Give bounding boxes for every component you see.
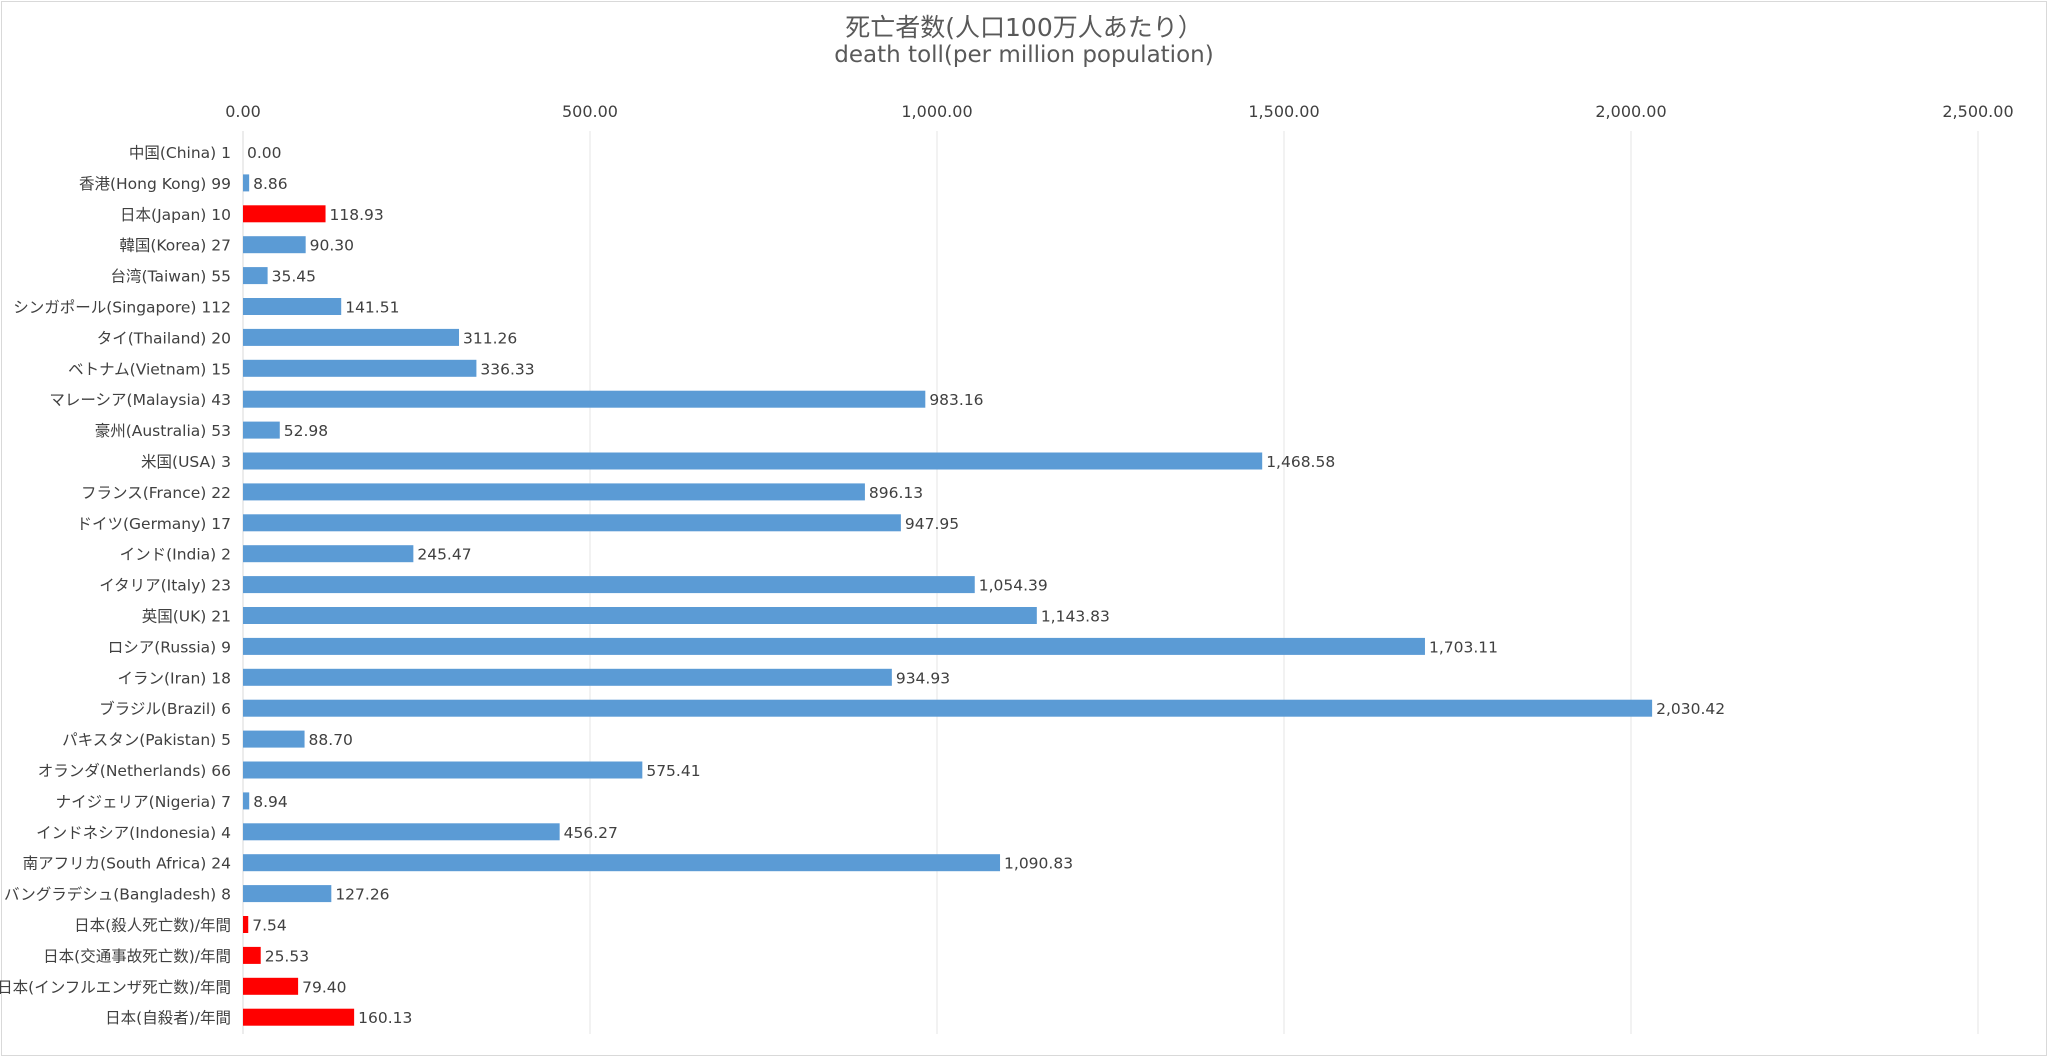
bar: [243, 359, 477, 377]
bar: [243, 390, 926, 408]
data-label: 245.47: [417, 546, 471, 564]
category-label: 日本(自殺者)/年間: [105, 1009, 231, 1027]
bar: [243, 545, 414, 563]
data-label: 1,143.83: [1041, 608, 1110, 626]
data-label: 25.53: [265, 947, 309, 965]
category-label: 香港(Hong Kong) 99: [79, 175, 231, 193]
category-label: マレーシア(Malaysia) 43: [49, 391, 231, 409]
bar: [243, 483, 865, 501]
data-label: 1,054.39: [979, 577, 1048, 595]
data-label: 90.30: [310, 237, 354, 255]
data-label: 983.16: [929, 391, 983, 409]
x-tick-label: 500.00: [562, 102, 618, 121]
data-label: 88.70: [309, 731, 353, 749]
category-label: 日本(殺人死亡数)/年間: [74, 917, 231, 935]
bar: [243, 267, 268, 285]
category-label: 日本(交通事故死亡数)/年間: [43, 947, 231, 965]
category-label: シンガポール(Singapore) 112: [13, 299, 231, 317]
data-label: 35.45: [272, 268, 316, 286]
bar: [243, 298, 342, 315]
bar: [243, 946, 261, 964]
data-label: 1,468.58: [1266, 453, 1335, 471]
bar: [243, 916, 249, 933]
category-label: ドイツ(Germany) 17: [77, 515, 232, 533]
data-label: 0.00: [247, 144, 282, 162]
bar: [243, 607, 1037, 624]
data-label: 8.86: [253, 175, 288, 193]
x-tick-label: 1,500.00: [1248, 102, 1319, 121]
chart-subtitle: death toll(per million population): [834, 42, 1214, 68]
bar: [243, 205, 326, 223]
data-label: 2,030.42: [1656, 700, 1725, 718]
category-label: 韓国(Korea) 27: [119, 237, 231, 255]
data-label: 127.26: [335, 886, 389, 904]
data-label: 79.40: [302, 978, 346, 996]
data-label: 141.51: [345, 299, 399, 317]
bar: [243, 637, 1425, 655]
category-label: 豪州(Australia) 53: [95, 421, 231, 440]
bar: [243, 823, 560, 841]
data-label: 7.54: [252, 917, 287, 935]
category-label: インド(India) 2: [120, 546, 231, 564]
bar: [243, 576, 975, 594]
category-label: 日本(インフルエンザ死亡数)/年間: [0, 978, 231, 996]
bar: [243, 854, 1001, 872]
data-label: 934.93: [896, 669, 950, 687]
data-label: 896.13: [869, 484, 923, 502]
data-label: 336.33: [480, 360, 534, 378]
data-label: 947.95: [905, 515, 959, 533]
data-label: 456.27: [564, 824, 618, 842]
category-label: イタリア(Italy) 23: [99, 577, 231, 595]
data-label: 52.98: [284, 422, 328, 440]
category-label: 中国(China) 1: [129, 144, 231, 162]
data-label: 8.94: [253, 793, 288, 811]
category-label: ベトナム(Vietnam) 15: [68, 360, 231, 378]
x-tick-label: 2,500.00: [1942, 102, 2013, 121]
category-label: オランダ(Netherlands) 66: [38, 762, 231, 780]
category-label: 南アフリカ(South Africa) 24: [23, 855, 231, 873]
bar: [243, 699, 1653, 717]
category-label: バングラデシュ(Bangladesh) 8: [4, 885, 231, 904]
data-label: 1,703.11: [1429, 638, 1498, 656]
bar: [243, 452, 1263, 470]
bar: [243, 328, 460, 346]
x-tick-label: 0.00: [225, 102, 261, 121]
data-label: 160.13: [358, 1009, 412, 1027]
category-label: ナイジェリア(Nigeria) 7: [56, 793, 231, 811]
bar: [243, 792, 250, 810]
category-label: ブラジル(Brazil) 6: [99, 699, 231, 718]
x-tick-label: 1,000.00: [901, 102, 972, 121]
category-label: 英国(UK) 21: [142, 608, 231, 626]
data-label: 311.26: [463, 329, 517, 347]
data-label: 1,090.83: [1004, 855, 1073, 873]
category-label: イラン(Iran) 18: [117, 669, 231, 687]
category-label: パキスタン(Pakistan) 5: [62, 731, 231, 749]
bar: [243, 977, 299, 995]
bar: [243, 236, 306, 254]
category-label: インドネシア(Indonesia) 4: [36, 824, 231, 842]
category-label: 日本(Japan) 10: [120, 206, 231, 224]
bar: [243, 1008, 355, 1026]
category-label: 米国(USA) 3: [141, 453, 231, 471]
bar: [243, 730, 305, 748]
bar: [243, 885, 332, 903]
category-label: タイ(Thailand) 20: [97, 329, 231, 347]
bar: [243, 421, 280, 439]
category-label: 台湾(Taiwan) 55: [111, 268, 231, 286]
x-tick-label: 2,000.00: [1595, 102, 1666, 121]
bar: [243, 761, 643, 779]
bar: [243, 668, 892, 686]
data-label: 575.41: [646, 762, 700, 780]
category-label: フランス(France) 22: [81, 484, 231, 502]
category-label: ロシア(Russia) 9: [108, 638, 231, 656]
bar: [243, 174, 250, 192]
data-label: 118.93: [330, 206, 384, 224]
bar: [243, 514, 901, 532]
chart-title: 死亡者数(人口100万人あたり）: [845, 13, 1203, 42]
